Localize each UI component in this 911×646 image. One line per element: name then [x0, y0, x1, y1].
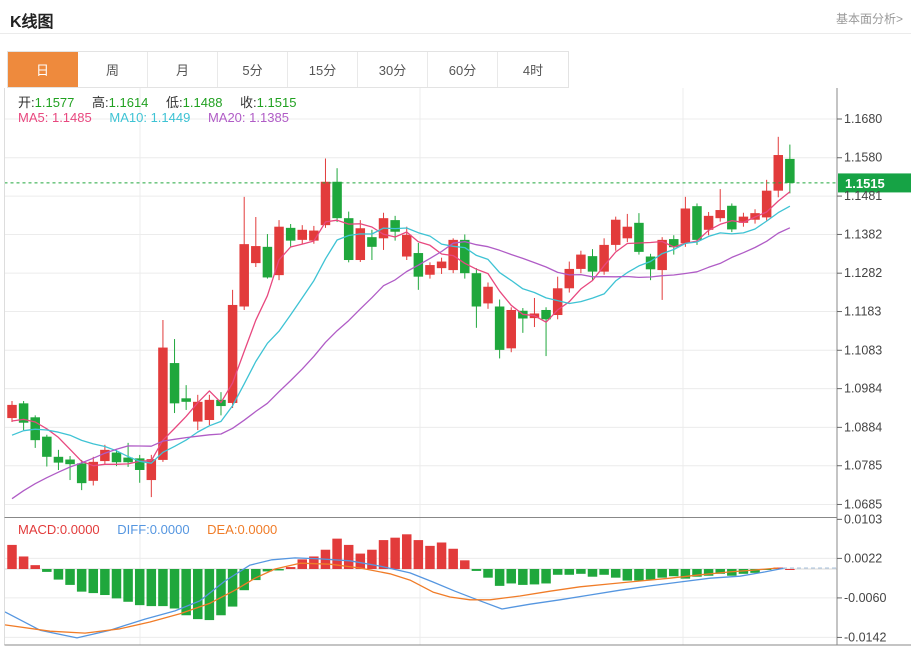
ma20-readout: MA20: 1.1385 — [207, 110, 289, 125]
dea-value-readout: DEA:0.0000 — [207, 522, 278, 537]
price-axis-labels: 1.1680 1.1580 1.1481 1.1382 1.1282 1.1183 1.10… — [837, 112, 882, 511]
svg-text:1.0884: 1.0884 — [844, 420, 882, 434]
svg-text:1.1580: 1.1580 — [844, 151, 882, 165]
open-value: 1.1577 — [34, 95, 75, 110]
svg-text:1.1282: 1.1282 — [844, 266, 882, 280]
svg-text:1.1515: 1.1515 — [845, 176, 885, 191]
svg-text:0.0103: 0.0103 — [844, 512, 882, 526]
diff-value-readout: DIFF:0.0000 — [117, 522, 190, 537]
low-value: 1.1488 — [182, 95, 223, 110]
ma-readout: MA5: 1.1485 MA10: 1.1449 MA20: 1.1385 — [18, 110, 303, 125]
current-price-tag: 1.1515 — [838, 173, 911, 193]
svg-text:1.1680: 1.1680 — [844, 112, 882, 126]
svg-text:-0.0142: -0.0142 — [844, 630, 886, 644]
high-label: 高: — [92, 95, 109, 110]
candlestick-series — [7, 136, 795, 498]
svg-text:0.0022: 0.0022 — [844, 551, 882, 565]
tab-60min[interactable]: 60分 — [428, 52, 498, 87]
svg-text:1.1382: 1.1382 — [844, 227, 882, 241]
svg-text:1.1083: 1.1083 — [844, 343, 882, 357]
close-value: 1.1515 — [256, 95, 297, 110]
svg-text:-0.0060: -0.0060 — [844, 591, 886, 605]
fundamental-analysis-link[interactable]: 基本面分析> — [835, 12, 903, 26]
svg-text:1.0685: 1.0685 — [844, 497, 882, 511]
svg-text:1.1481: 1.1481 — [844, 189, 882, 203]
close-label: 收: — [240, 95, 257, 110]
tab-5min[interactable]: 5分 — [218, 52, 288, 87]
tab-15min[interactable]: 15分 — [288, 52, 358, 87]
tab-4hour[interactable]: 4时 — [498, 52, 568, 87]
timeframe-tabbar: 日 周 月 5分 15分 30分 60分 4时 — [7, 51, 569, 88]
svg-text:1.0984: 1.0984 — [844, 382, 882, 396]
ma20-line — [11, 227, 791, 500]
macd-value-readout: MACD:0.0000 — [18, 522, 100, 537]
dea-line — [4, 562, 779, 634]
tab-week[interactable]: 周 — [78, 52, 148, 87]
ohlc-readout: 开:1.1577 高:1.1614 低:1.1488 收:1.1515 — [18, 92, 310, 111]
macd-readout: MACD:0.0000 DIFF:0.0000 DEA:0.0000 — [18, 522, 291, 537]
high-value: 1.1614 — [108, 95, 149, 110]
tab-30min[interactable]: 30分 — [358, 52, 428, 87]
macd-axis-labels: 0.0103 0.0022 -0.0060 -0.0142 — [837, 512, 886, 644]
ma10-readout: MA10: 1.1449 — [109, 110, 191, 125]
ma5-readout: MA5: 1.1485 — [18, 110, 92, 125]
open-label: 开: — [18, 95, 35, 110]
tab-day[interactable]: 日 — [8, 52, 78, 87]
diff-line — [4, 557, 786, 639]
svg-text:1.0785: 1.0785 — [844, 459, 882, 473]
svg-text:1.1183: 1.1183 — [844, 305, 881, 319]
page-title: K线图 — [10, 14, 54, 31]
ma5-line — [11, 191, 791, 467]
tab-month[interactable]: 月 — [148, 52, 218, 87]
ma10-line — [11, 205, 791, 464]
low-label: 低: — [166, 95, 183, 110]
chart-borders — [4, 88, 911, 646]
header-divider — [0, 33, 911, 34]
